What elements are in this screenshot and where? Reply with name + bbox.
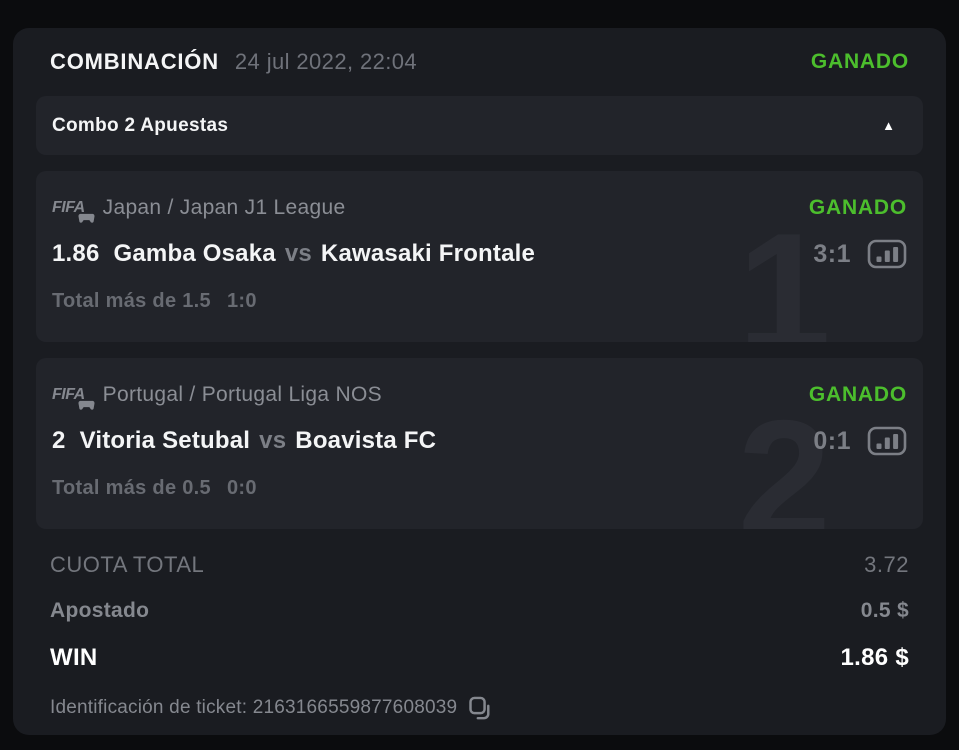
match-stats-button[interactable]	[867, 426, 907, 456]
bar-chart-icon	[867, 239, 907, 269]
collapse-arrow-icon[interactable]: ▲	[882, 118, 895, 133]
bet-card-2: 2 FIFA Portugal / Portugal Liga NOS GANA…	[36, 358, 923, 529]
total-odds-row: CUOTA TOTAL 3.72	[36, 552, 923, 578]
score-wrap: 3:1	[813, 239, 907, 269]
gamepad-icon	[78, 400, 95, 410]
match-line: 2 Vitoria Setubal vs Boavista FC	[52, 427, 436, 455]
copy-ticket-id-button[interactable]	[467, 694, 492, 721]
vs-label: vs	[284, 240, 312, 267]
match-line: 1.86 Gamba Osaka vs Kawasaki Frontale	[52, 240, 535, 268]
copy-icon	[469, 696, 490, 720]
home-team: Vitoria Setubal	[79, 427, 251, 454]
bet-market-row: Total más de 0.5 0:0	[52, 477, 907, 500]
league-info: FIFA Portugal / Portugal Liga NOS	[52, 383, 382, 410]
market-score: 0:0	[226, 477, 257, 499]
win-label: WIN	[50, 644, 98, 671]
bet-index-watermark: 2	[737, 385, 831, 529]
bar-chart-icon	[867, 426, 907, 456]
stake-row: Apostado 0.5 $	[36, 599, 923, 623]
bet-type-title: COMBINACIÓN	[50, 48, 219, 74]
bet-card-1: 1 FIFA Japan / Japan J1 League GANADO 1.…	[36, 171, 923, 342]
ticket-header: COMBINACIÓN 24 jul 2022, 22:04 GANADO	[36, 28, 923, 74]
match-score: 0:1	[813, 426, 851, 455]
bet-odds: 2	[52, 427, 66, 454]
ticket-header-left: COMBINACIÓN 24 jul 2022, 22:04	[50, 49, 417, 75]
match-stats-button[interactable]	[867, 239, 907, 269]
total-odds-label: CUOTA TOTAL	[50, 552, 205, 577]
league-info: FIFA Japan / Japan J1 League	[52, 196, 346, 223]
market-name: Total más de 0.5	[52, 477, 211, 499]
ticket-id-text: Identificación de ticket: 21631665598776…	[50, 697, 457, 719]
market-name: Total más de 1.5	[52, 290, 211, 312]
bet-status-badge: GANADO	[808, 383, 907, 406]
fifa-logo-text: FIFA	[52, 199, 85, 216]
fifa-logo-text: FIFA	[52, 386, 85, 403]
bet-ticket-card: COMBINACIÓN 24 jul 2022, 22:04 GANADO Co…	[13, 28, 946, 735]
ticket-id-value: 2163166559877608039	[252, 696, 458, 718]
stake-label: Apostado	[50, 599, 150, 622]
away-team: Boavista FC	[295, 427, 437, 454]
bet-market-row: Total más de 1.5 1:0	[52, 290, 907, 313]
combo-collapse-bar[interactable]: Combo 2 Apuestas ▲	[36, 96, 923, 155]
league-name: Japan / Japan J1 League	[102, 196, 346, 219]
bet-match-row: 2 Vitoria Setubal vs Boavista FC 0:1	[52, 425, 907, 457]
score-wrap: 0:1	[813, 426, 907, 456]
home-team: Gamba Osaka	[113, 240, 276, 267]
bet-status-badge: GANADO	[808, 196, 907, 219]
bet-match-row: 1.86 Gamba Osaka vs Kawasaki Frontale 3:1	[52, 238, 907, 270]
market-score: 1:0	[226, 290, 257, 312]
combo-label: Combo 2 Apuestas	[52, 114, 229, 136]
league-name: Portugal / Portugal Liga NOS	[102, 383, 382, 406]
win-value: 1.86 $	[840, 644, 909, 671]
bet-datetime: 24 jul 2022, 22:04	[234, 48, 418, 74]
ticket-id-row: Identificación de ticket: 21631665598776…	[36, 694, 923, 721]
away-team: Kawasaki Frontale	[320, 240, 536, 267]
fifa-esports-icon: FIFA	[52, 386, 95, 410]
bet-league-row: FIFA Japan / Japan J1 League GANADO	[52, 195, 907, 223]
match-score: 3:1	[813, 239, 851, 268]
ticket-id-label: Identificación de ticket:	[50, 696, 248, 718]
bet-odds: 1.86	[52, 240, 100, 267]
bet-league-row: FIFA Portugal / Portugal Liga NOS GANADO	[52, 382, 907, 410]
gamepad-icon	[78, 213, 95, 223]
ticket-status-badge: GANADO	[810, 49, 909, 73]
vs-label: vs	[259, 427, 287, 454]
fifa-esports-icon: FIFA	[52, 199, 95, 223]
total-odds-value: 3.72	[864, 552, 909, 577]
stake-value: 0.5 $	[860, 599, 909, 622]
bet-index-watermark: 1	[737, 198, 831, 342]
win-row: WIN 1.86 $	[36, 644, 923, 672]
